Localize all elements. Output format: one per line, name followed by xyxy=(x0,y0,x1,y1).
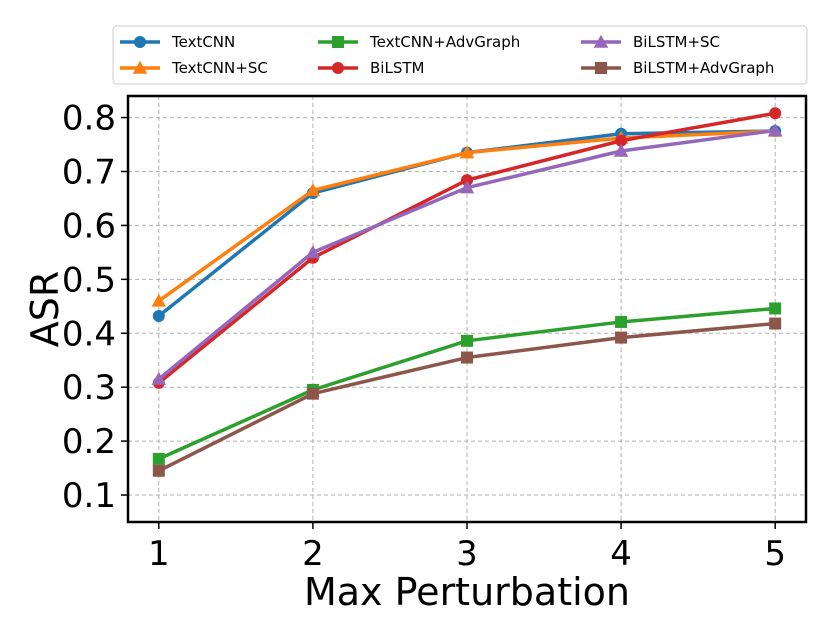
data-point-textcnn-sc xyxy=(459,145,475,159)
data-point-bilstm-advgraph xyxy=(461,351,473,364)
series-bilstm-sc xyxy=(151,123,783,385)
y-tick-label: 0.6 xyxy=(62,206,116,246)
data-point-textcnn-advgraph xyxy=(769,302,782,315)
x-tick-label: 5 xyxy=(764,534,786,574)
legend-marker xyxy=(134,36,146,48)
data-point-bilstm xyxy=(769,107,782,120)
legend-label: BiLSTM+AdvGraph xyxy=(633,59,774,77)
data-point-bilstm-sc xyxy=(767,123,783,137)
series-textcnn-advgraph xyxy=(152,302,782,465)
x-tick-label: 3 xyxy=(456,534,478,574)
y-tick-label: 0.7 xyxy=(62,152,116,192)
legend-marker xyxy=(595,62,607,74)
data-point-bilstm-sc xyxy=(305,245,321,259)
legend-item-textcnn-sc: TextCNN+SC xyxy=(120,59,268,77)
legend-label: BiLSTM xyxy=(370,59,424,77)
y-tick-label: 0.1 xyxy=(62,476,116,516)
x-tick-label: 1 xyxy=(148,534,170,574)
legend-item-bilstm: BiLSTM xyxy=(318,59,424,77)
legend-marker xyxy=(332,62,344,74)
data-point-textcnn-sc xyxy=(151,293,167,307)
data-point-bilstm-sc xyxy=(613,143,629,157)
x-tick-label: 2 xyxy=(302,534,324,574)
legend-box xyxy=(112,25,808,85)
tick-layer: 1 2 3 4 5 0.1 0.2 0.3 0.4 0.5 0.6 0.7 0.8 xyxy=(62,99,786,574)
data-point-textcnn-advgraph xyxy=(152,452,165,465)
legend-label: TextCNN xyxy=(171,33,235,51)
data-point-bilstm xyxy=(461,174,473,187)
data-point-bilstm-sc xyxy=(151,371,167,385)
data-point-textcnn-advgraph xyxy=(615,315,628,328)
data-point-textcnn xyxy=(152,310,165,323)
series-layer xyxy=(151,107,783,477)
legend-item-bilstm-sc: BiLSTM+SC xyxy=(581,33,720,51)
legend-item-bilstm-advgraph: BiLSTM+AdvGraph xyxy=(581,59,774,77)
grid-lines xyxy=(128,96,806,522)
data-point-bilstm-advgraph xyxy=(152,464,165,477)
data-point-textcnn-advgraph xyxy=(461,334,473,347)
y-tick-label: 0.8 xyxy=(62,99,116,139)
y-tick-label: 0.3 xyxy=(62,368,116,408)
legend-item-textcnn: TextCNN xyxy=(120,33,235,51)
legend-marker xyxy=(332,36,344,48)
legend-marker xyxy=(132,60,148,74)
data-point-textcnn-sc xyxy=(305,183,321,197)
x-tick-label: 4 xyxy=(610,534,632,574)
legend-item-textcnn-advgraph: TextCNN+AdvGraph xyxy=(318,33,520,51)
y-tick-label: 0.5 xyxy=(62,260,116,300)
data-point-bilstm xyxy=(615,134,628,147)
series-bilstm-advgraph xyxy=(152,317,782,477)
data-point-bilstm-advgraph xyxy=(615,331,628,344)
x-axis-label: Max Perturbation xyxy=(304,570,630,614)
data-point-bilstm-advgraph xyxy=(769,317,782,330)
y-tick-label: 0.4 xyxy=(62,314,116,354)
data-point-bilstm-advgraph xyxy=(306,387,319,400)
legend-label: BiLSTM+SC xyxy=(633,33,720,51)
data-point-bilstm-sc xyxy=(459,180,475,194)
legend-marker xyxy=(593,34,609,48)
y-axis-label: ASR xyxy=(23,271,67,348)
legend-label: TextCNN+SC xyxy=(171,59,268,77)
legend-label: TextCNN+AdvGraph xyxy=(369,33,520,51)
legend: TextCNN TextCNN+SC TextCNN+AdvGraph BiLSTM B… xyxy=(112,25,808,85)
y-tick-label: 0.2 xyxy=(62,422,116,462)
